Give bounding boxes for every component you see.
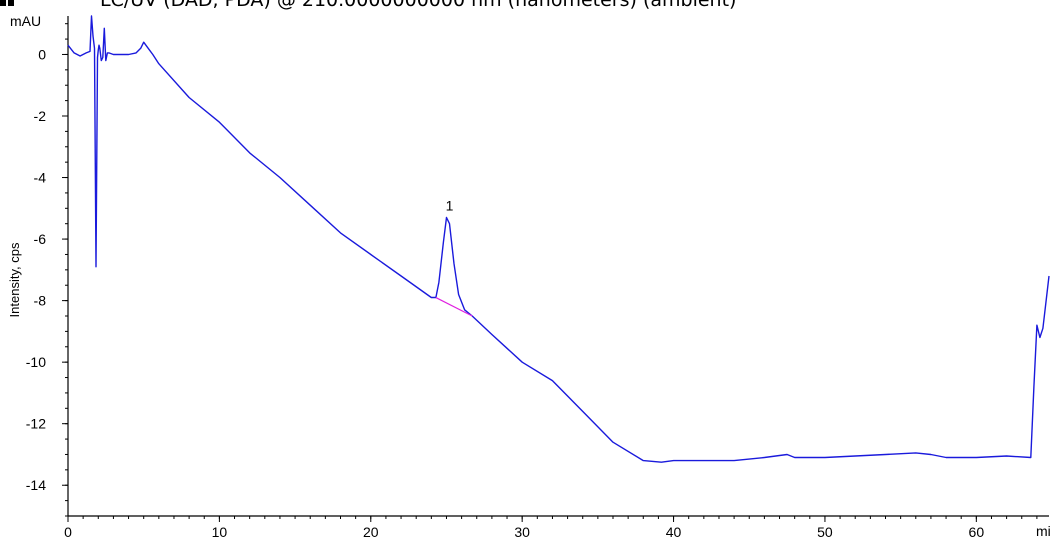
y-tick-label: -8 (34, 293, 47, 309)
y-tick-label: -4 (34, 170, 47, 186)
y-axis-ticks: 0 -2 -4 -6 -8 -10 -12 -14 (26, 23, 68, 517)
x-tick-label: 20 (363, 524, 379, 540)
peak-label: 1 (446, 198, 454, 214)
x-unit-label: mir (1036, 523, 1050, 539)
panel-marker-icon (0, 0, 6, 6)
axes (67, 16, 1049, 517)
x-tick-label: 30 (514, 524, 530, 540)
y-tick-label: 0 (38, 46, 46, 62)
x-tick-label: 0 (64, 524, 72, 540)
chart-title: LC/UV (DAD, PDA) @ 210.0000000000 nm (na… (100, 0, 736, 11)
x-tick-label: 60 (969, 524, 985, 540)
y-tick-label: -6 (34, 231, 47, 247)
panel-marker-icon (8, 0, 14, 6)
y-tick-label: -12 (26, 416, 46, 432)
chromatogram-trace (67, 15, 1050, 463)
y-tick-label: -10 (26, 354, 46, 370)
y-unit-label: mAU (10, 13, 41, 29)
y-tick-label: -14 (26, 477, 46, 493)
peak-annotations: 1 (446, 198, 454, 214)
x-tick-label: 40 (666, 524, 682, 540)
y-axis-label: Intensity, cps (7, 242, 22, 317)
peak-baseline (435, 297, 473, 317)
x-axis-ticks: 0 10 20 30 40 50 60 (64, 516, 1038, 540)
plot-area (67, 15, 1050, 463)
x-tick-label: 50 (817, 524, 833, 540)
x-tick-label: 10 (212, 524, 228, 540)
y-tick-label: -2 (34, 108, 47, 124)
